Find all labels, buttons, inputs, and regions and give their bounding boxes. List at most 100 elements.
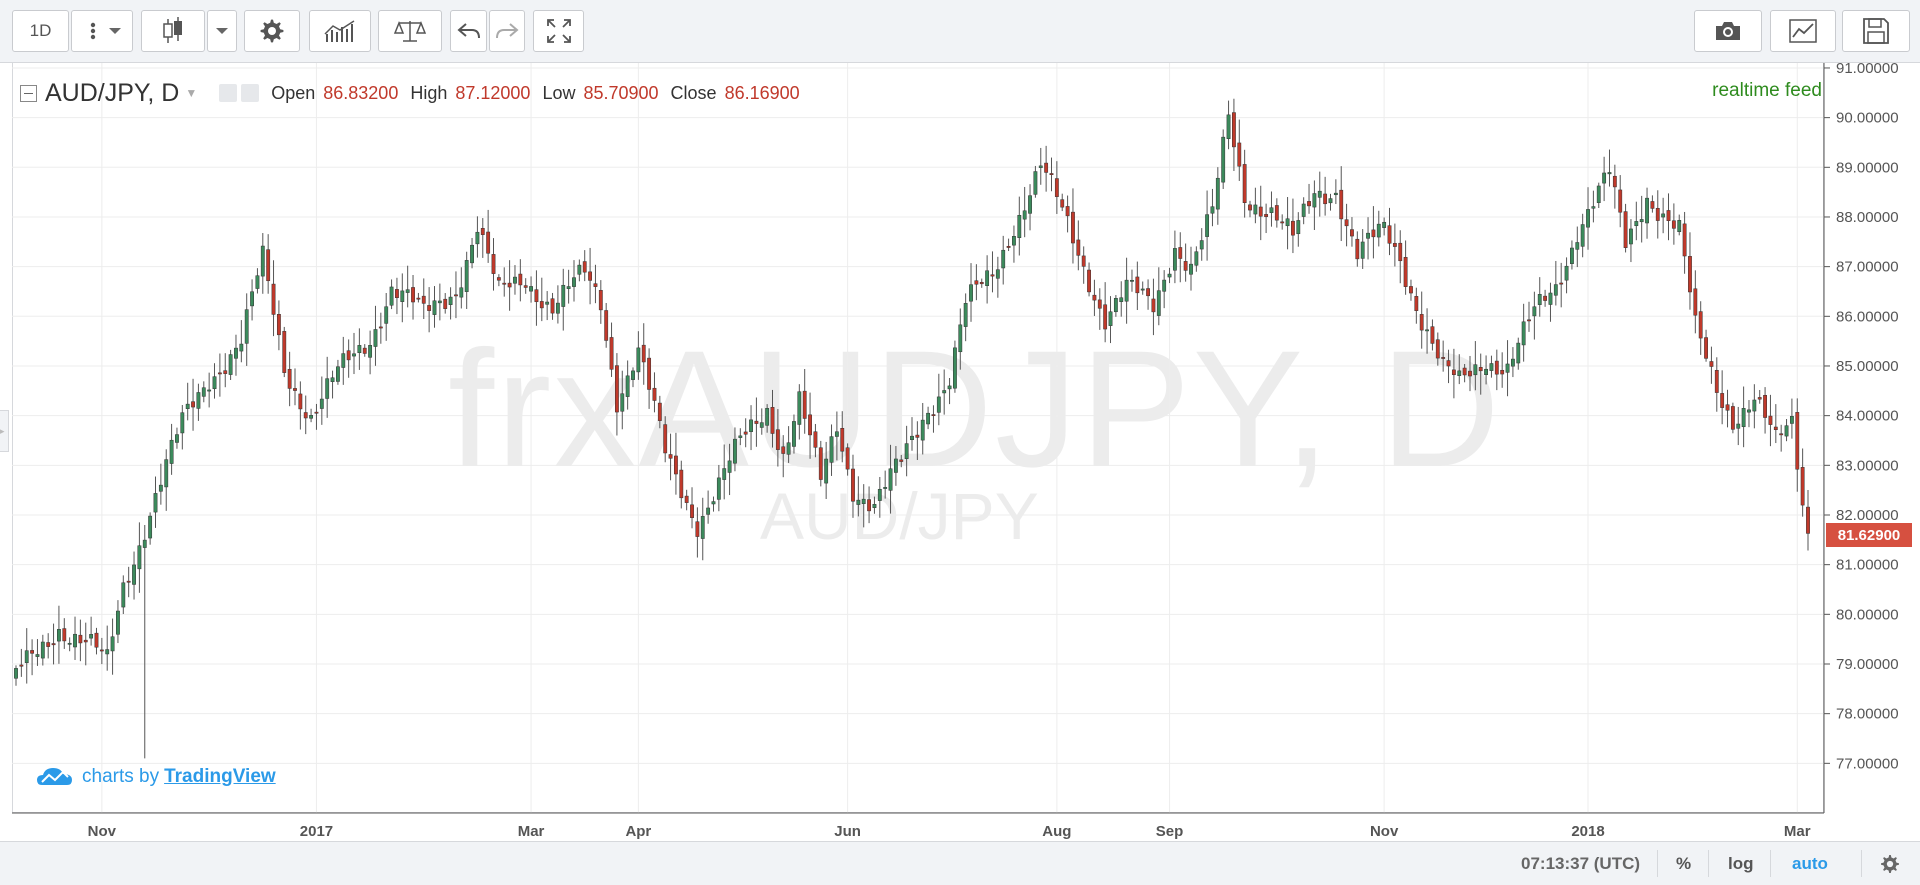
candle-body — [416, 297, 421, 300]
legend-symbol[interactable]: AUD/JPY, D — [45, 78, 180, 107]
candle-body — [920, 419, 925, 441]
fullscreen-button[interactable] — [533, 10, 584, 52]
candle-body — [239, 343, 244, 352]
settings-button[interactable] — [244, 10, 300, 52]
side-panel-handle[interactable]: ▸ — [0, 410, 9, 452]
candle-body — [1768, 415, 1773, 425]
candle-body — [1097, 299, 1102, 309]
compare-button[interactable] — [378, 10, 442, 52]
candle-body — [260, 245, 265, 277]
candle-body — [1510, 358, 1515, 367]
low-value: 85.70900 — [583, 82, 659, 103]
candle-body — [593, 283, 598, 287]
candle-body — [298, 393, 303, 410]
gear-icon — [1881, 854, 1899, 873]
percent-scale-button[interactable]: % — [1676, 853, 1692, 873]
high-value: 87.12000 — [455, 82, 531, 103]
interval-button[interactable]: 1D — [12, 10, 69, 52]
chevron-down-icon — [216, 28, 228, 34]
candle-body — [1355, 238, 1360, 260]
compare-icon — [393, 20, 427, 42]
save-button[interactable] — [1842, 10, 1910, 52]
candle-body — [1076, 239, 1081, 256]
candle-body — [834, 431, 839, 437]
y-tick-label: 87.00000 — [1836, 259, 1899, 276]
candle-body — [990, 274, 995, 277]
candle-body — [1371, 229, 1376, 238]
open-label: Open — [271, 82, 316, 103]
candlestick-icon — [163, 17, 182, 43]
candle-body — [164, 459, 169, 488]
y-tick-label: 80.00000 — [1836, 606, 1899, 623]
tradingview-branding[interactable]: charts by TradingView — [36, 765, 276, 789]
candle-body — [1580, 224, 1585, 247]
collapse-icon[interactable] — [20, 84, 37, 102]
candle-body — [142, 539, 147, 548]
candle-body — [1221, 136, 1226, 183]
candle-body — [786, 442, 791, 455]
candle-body — [1044, 162, 1049, 173]
candle-body — [1189, 263, 1193, 275]
candle-body — [1087, 269, 1091, 293]
candle-body — [217, 372, 222, 375]
candle-body — [867, 499, 871, 512]
tradingview-link[interactable]: TradingView — [164, 766, 276, 787]
chevron-down-icon[interactable]: ▼ — [185, 86, 198, 100]
interval-menu-button[interactable] — [71, 10, 133, 52]
candle-body — [877, 488, 882, 501]
candle-body — [1130, 279, 1134, 282]
camera-icon — [1716, 22, 1740, 40]
log-scale-button[interactable]: log — [1728, 853, 1754, 873]
candle-body — [931, 414, 936, 416]
candle-body — [1103, 304, 1108, 330]
undo-button[interactable] — [450, 10, 487, 52]
indicators-button[interactable] — [309, 10, 371, 52]
candle-body — [1237, 142, 1242, 167]
auto-scale-button[interactable]: auto — [1792, 853, 1828, 873]
candle-body — [121, 582, 126, 608]
candle-body — [1307, 201, 1311, 207]
candlestick-chart[interactable]: 77.00000 78.00000 79.00000 80.00000 81.00000… — [0, 0, 1920, 841]
y-tick-label: 91.00000 — [1836, 60, 1899, 77]
candle-body — [400, 290, 405, 302]
y-tick-label: 85.00000 — [1836, 358, 1899, 375]
candle-body — [1414, 296, 1419, 311]
candle-body — [244, 309, 249, 344]
chart-style-button[interactable] — [141, 10, 205, 52]
candle-body — [105, 649, 110, 655]
candle-body — [582, 261, 587, 273]
candle-body — [1639, 219, 1644, 223]
candle-body — [255, 275, 260, 289]
gear-icon — [260, 19, 284, 43]
hide-series-icon[interactable] — [219, 84, 238, 102]
candle-body — [523, 285, 528, 288]
candle-body — [797, 391, 802, 425]
candle-body — [1618, 189, 1623, 213]
candle-body — [872, 504, 877, 508]
candle-body — [223, 370, 228, 374]
close-value: 86.16900 — [724, 82, 800, 103]
candle-body — [915, 434, 920, 438]
candle-body — [969, 284, 973, 302]
candle-body — [824, 458, 829, 484]
interval-label: 1D — [29, 21, 52, 40]
redo-button[interactable] — [489, 10, 525, 52]
candle-body — [910, 435, 914, 440]
series-settings-icon[interactable] — [241, 84, 260, 102]
candle-body — [1612, 175, 1617, 188]
snapshot-button[interactable] — [1694, 10, 1762, 52]
candle-body — [1591, 206, 1596, 209]
candle-body — [496, 277, 501, 281]
candle-body — [116, 610, 120, 635]
chart-settings-button[interactable] — [1870, 842, 1910, 885]
x-tick-label: Nov — [1370, 823, 1399, 840]
candle-body — [598, 290, 603, 311]
chart-style-menu-button[interactable] — [207, 10, 237, 52]
candle-body — [1779, 433, 1784, 436]
candle-body — [1194, 251, 1199, 266]
candle-body — [1570, 247, 1574, 264]
candle-body — [1167, 273, 1172, 278]
chart-properties-button[interactable] — [1770, 10, 1836, 52]
candle-body — [1226, 114, 1231, 140]
candle-body — [953, 347, 957, 389]
